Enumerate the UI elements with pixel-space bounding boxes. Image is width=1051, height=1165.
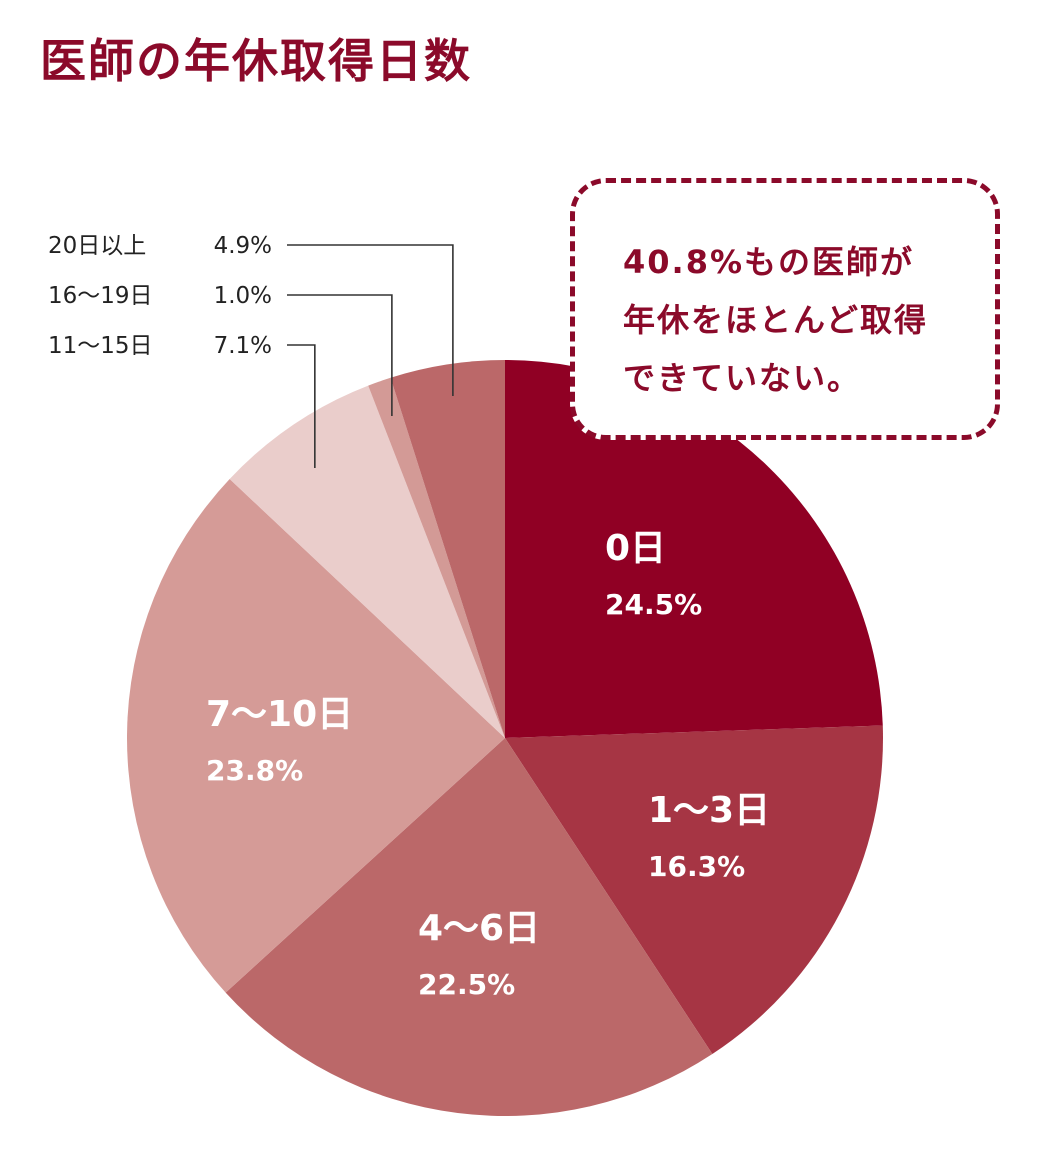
pie-slice-16-19 (368, 377, 505, 738)
slice-label-16-19: 16～19日 (48, 283, 153, 309)
slice-label-20: 20日以上 (48, 233, 146, 259)
callout-box: 40.8%もの医師が 年休をほとんど取得 できていない。 (570, 178, 1000, 440)
slice-value-16-19: 1.0% (214, 283, 272, 309)
slice-label-7-10: 7～10日 (206, 694, 353, 735)
slice-value-11-15: 7.1% (214, 333, 272, 359)
pie-slice-0 (505, 360, 883, 738)
slice-value-4-6: 22.5% (418, 968, 515, 1001)
leader-line-20 (287, 244, 454, 396)
callout-line-2: 年休をほとんど取得 (623, 301, 929, 339)
slice-label-0: 0日 (605, 528, 666, 569)
chart-title: 医師の年休取得日数 (40, 34, 472, 88)
pie-slice-7-10 (126, 479, 505, 993)
slice-label-4-6: 4～6日 (418, 908, 540, 949)
slice-label-1-3: 1～3日 (648, 790, 770, 831)
slice-value-20: 4.9% (214, 233, 272, 259)
callout-line-3: できていない。 (623, 359, 862, 397)
slice-label-11-15: 11～15日 (48, 333, 153, 359)
slice-value-7-10: 23.8% (206, 754, 303, 787)
pie-slice-20 (390, 360, 505, 738)
pie-slice-4-6 (225, 738, 713, 1116)
callout-line-1: 40.8%もの医師が (623, 243, 915, 281)
leader-line-11-15 (287, 344, 316, 468)
leader-line-16-19 (287, 294, 393, 416)
slice-value-0: 24.5% (605, 588, 702, 621)
slice-value-1-3: 16.3% (648, 850, 745, 883)
pie-slice-1-3 (505, 725, 884, 1055)
pie-slice-11-15 (229, 385, 505, 738)
